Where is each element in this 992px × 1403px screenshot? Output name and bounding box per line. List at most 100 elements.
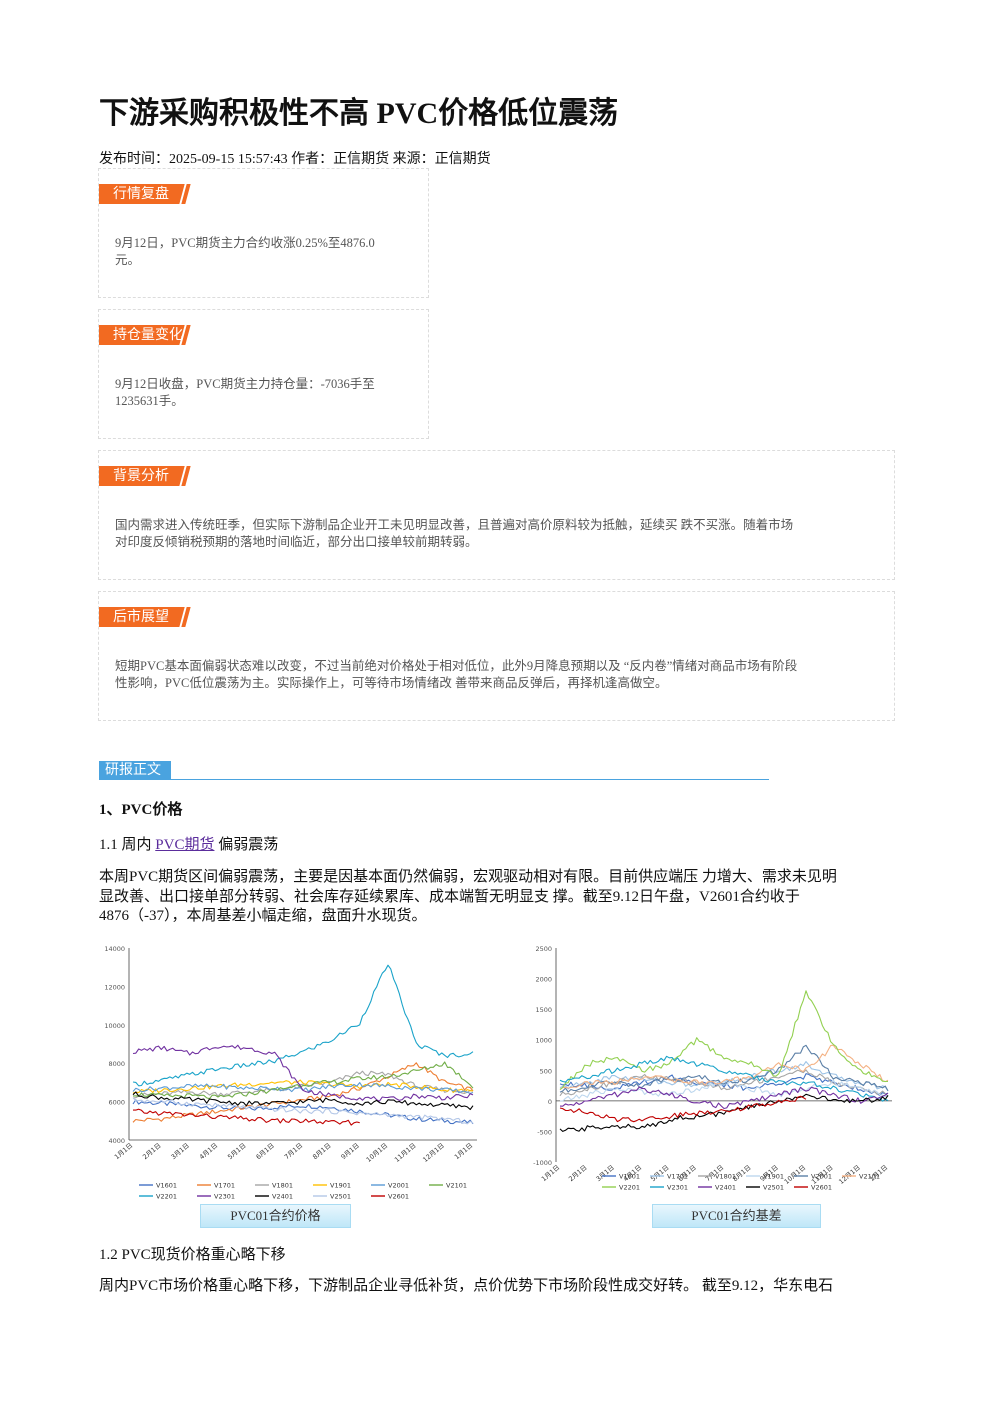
paragraph-line: 周内PVC市场价格重心略下移，下游制品企业寻低补货，点价优势下市场阶段性成交好转… (99, 1278, 834, 1294)
x-tick-label: 1月1日 (453, 1141, 474, 1161)
x-tick-label: 7月1日 (283, 1141, 304, 1161)
y-tick-label: 2000 (535, 976, 552, 984)
open-interest-text: 9月12日收盘，PVC期货主力持仓量：-7036手至 1235631手。 (115, 376, 415, 410)
series-line-v2101 (132, 1061, 474, 1100)
paragraph-spot: 周内PVC市场价格重心略下移，下游制品企业寻低补货，点价优势下市场阶段性成交好转… (99, 1277, 899, 1297)
y-tick-label: 500 (540, 1067, 552, 1075)
subheading-1-1: 1.1 周内 PVC期货 偏弱震荡 (99, 833, 278, 854)
market-review-text: 9月12日，PVC期货主力合约收涨0.25%至4876.0 元。 (115, 235, 415, 269)
x-tick-label: 3月1日 (595, 1163, 616, 1183)
series-line-v2301 (132, 1044, 474, 1102)
series-line-v2601 (559, 1095, 807, 1123)
x-tick-label: 6月1日 (255, 1141, 276, 1161)
legend-label: V1701 (667, 1173, 688, 1181)
series-line-v1701 (559, 1061, 889, 1092)
y-tick-label: -500 (537, 1128, 552, 1136)
series-line-v2101 (559, 1044, 889, 1091)
market-review-box (98, 168, 429, 298)
series-line-v2401 (132, 1091, 474, 1111)
section-divider (99, 779, 769, 780)
y-tick-label: 10000 (104, 1022, 125, 1030)
series-line-v2001 (559, 1044, 889, 1093)
series-line-v2401 (559, 1086, 889, 1110)
legend-label: V2501 (330, 1193, 351, 1201)
legend-label: V2501 (763, 1184, 784, 1192)
series-line-v2201 (132, 964, 474, 1087)
series-line-v2601 (133, 1108, 360, 1126)
outlook-line: 短期PVC基本面偏弱状态难以改变，不过当前绝对价格处于相对低位，此外9月降息预期… (115, 659, 798, 673)
y-tick-label: 2500 (535, 945, 552, 953)
series-line-v1701 (132, 1062, 474, 1123)
y-tick-label: 12000 (104, 983, 125, 991)
legend-label: V1601 (156, 1182, 177, 1190)
outlook-tag: 后市展望 (99, 607, 193, 627)
legend-label: V2601 (388, 1193, 409, 1201)
market-review-line: 9月12日，PVC期货主力合约收涨0.25%至4876.0 (115, 236, 375, 250)
pvc01-price-chart: 4000 6000 8000 10000 12000 14000 1月1日 2月1日 3月1日 4… (104, 945, 477, 1201)
subheading-prefix: 1.1 周内 (99, 837, 152, 853)
series-line-v1901 (132, 1079, 474, 1094)
outlook-box (98, 591, 895, 721)
legend-label: V2301 (667, 1184, 688, 1192)
y-tick-label: 1500 (535, 1006, 552, 1014)
legend-label: V2201 (619, 1184, 640, 1192)
legend-label: V2101 (859, 1173, 880, 1181)
legend-label: V1901 (330, 1182, 351, 1190)
open-interest-box (98, 309, 429, 439)
legend-label: V2101 (446, 1182, 467, 1190)
paragraph-line: 本周PVC期货区间偏弱震荡，主要是因基本面仍然偏弱，宏观驱动相对有限。目前供应端… (99, 869, 837, 885)
x-tick-label: 2月1日 (567, 1163, 588, 1183)
article-meta: 发布时间：2025-09-15 15:57:43 作者：正信期货 来源：正信期货 (99, 152, 491, 167)
background-analysis-line: 对印度反倾销税预期的落地时间临近，部分出口接单较前期转弱。 (115, 535, 478, 549)
open-interest-tag: 持仓量变化 (99, 325, 193, 345)
article-title: 下游采购积极性不高 PVC价格低位震荡 (99, 97, 619, 130)
background-analysis-line: 国内需求进入传统旺季，但实际下游制品企业开工未见明显改善，且普遍对高价原料较为抵… (115, 518, 794, 532)
y-tick-label: 8000 (108, 1060, 125, 1068)
outlook-line: 性影响，PVC低位震荡为主。实际操作上，可等待市场情绪改 善带来商品反弹后，再择… (115, 676, 668, 690)
y-tick-label: 4000 (108, 1137, 125, 1145)
pvc01-basis-caption: PVC01合约基差 (652, 1204, 821, 1228)
background-analysis-text: 国内需求进入传统旺季，但实际下游制品企业开工未见明显改善，且普遍对高价原料较为抵… (115, 517, 885, 551)
legend-label: V1601 (619, 1173, 640, 1181)
background-analysis-tag: 背景分析 (99, 466, 193, 486)
open-interest-line: 1235631手。 (115, 394, 184, 408)
series-line-v1801 (559, 1069, 889, 1098)
pvc01-price-caption: PVC01合约价格 (200, 1204, 351, 1228)
y-tick-label: -1000 (533, 1159, 552, 1167)
y-tick-label: 14000 (104, 945, 125, 953)
x-tick-label: 4月1日 (198, 1141, 219, 1161)
legend-label: V1701 (214, 1182, 235, 1190)
y-tick-label: 6000 (108, 1099, 125, 1107)
x-tick-label: 2月1日 (141, 1141, 162, 1161)
series-line-v2201 (559, 990, 888, 1090)
series-line-v2301 (559, 1055, 889, 1102)
report-body-tag: 研报正文 (99, 761, 171, 780)
x-tick-label: 3月1日 (170, 1141, 191, 1161)
paragraph-line: 显改善、出口接单部分转弱、社会库存延续累库、成本端暂无明显支 撑。截至9.12日… (99, 888, 800, 905)
legend-label: V2001 (811, 1173, 832, 1181)
outlook-text: 短期PVC基本面偏弱状态难以改变，不过当前绝对价格处于相对低位，此外9月降息预期… (115, 658, 885, 692)
market-review-tag: 行情复盘 (99, 184, 193, 204)
legend-label: V1801 (715, 1173, 736, 1181)
pvc-futures-link[interactable]: PVC期货 (155, 837, 215, 853)
background-analysis-box (98, 450, 895, 580)
x-tick-label: 11月1日 (393, 1141, 418, 1163)
series-line-v1601 (132, 1099, 474, 1125)
paragraph-line: 4876（-37），本周基差小幅走缩，盘面升水现货。 (99, 908, 427, 924)
series-line-v2501 (559, 1093, 889, 1132)
market-review-line: 元。 (115, 253, 141, 267)
x-tick-label: 5月1日 (226, 1141, 247, 1161)
legend-label: V2301 (214, 1193, 235, 1201)
open-interest-line: 9月12日收盘，PVC期货主力持仓量：-7036手至 (115, 377, 375, 391)
x-tick-label: 9月1日 (340, 1141, 361, 1161)
series-line-v1601 (559, 1073, 889, 1096)
legend-label: V2001 (388, 1182, 409, 1190)
x-tick-label: 8月1日 (311, 1141, 332, 1161)
x-tick-label: 12月1日 (421, 1141, 446, 1163)
x-tick-label: 10月1日 (365, 1141, 390, 1163)
paragraph-futures: 本周PVC期货区间偏弱震荡，主要是因基本面仍然偏弱，宏观驱动相对有限。目前供应端… (99, 868, 899, 927)
y-tick-label: 1000 (535, 1037, 552, 1045)
legend-label: V2401 (715, 1184, 736, 1192)
series-line-v2501 (132, 1097, 474, 1125)
